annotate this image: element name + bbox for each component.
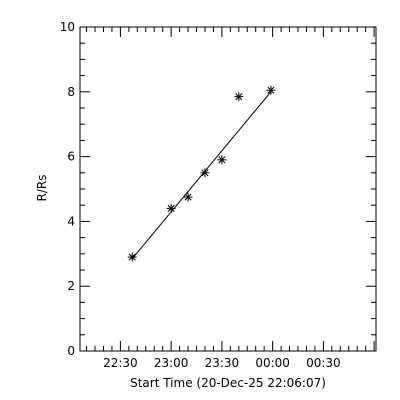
x-tick-label: 22:30 (103, 356, 138, 370)
data-point-asterisk (266, 85, 276, 95)
data-point-asterisk (183, 192, 193, 202)
asterisk-stroke (218, 156, 226, 164)
y-tick-label: 10 (60, 20, 75, 34)
x-tick-label: 00:30 (306, 356, 341, 370)
asterisk-stroke (184, 193, 192, 201)
y-axis-label: R/Rs (35, 175, 49, 202)
x-tick-label: 23:30 (205, 356, 240, 370)
asterisk-stroke (235, 93, 243, 101)
x-tick-label: 00:00 (255, 356, 290, 370)
y-tick-label: 6 (67, 150, 75, 164)
y-tick-label: 2 (67, 279, 75, 293)
y-tick-label: 8 (67, 85, 75, 99)
x-axis-label: Start Time (20-Dec-25 22:06:07) (130, 376, 326, 390)
data-point-asterisk (127, 252, 137, 262)
asterisk-stroke (167, 204, 175, 212)
data-point-asterisk (217, 155, 227, 165)
asterisk-stroke (201, 169, 209, 177)
y-tick-label: 0 (67, 344, 75, 358)
y-tick-label: 4 (67, 214, 75, 228)
asterisk-stroke (128, 253, 136, 261)
y-axis: 0 2 4 6 8 10 (60, 20, 376, 358)
x-tick-label: 23:00 (154, 356, 189, 370)
x-axis: 22:30 23:00 23:30 00:00 00:30 (86, 27, 375, 370)
fit-line (131, 91, 272, 259)
asterisk-stroke (267, 86, 275, 94)
data-point-asterisk (200, 168, 210, 178)
series-layer (127, 85, 276, 262)
data-point-asterisk (234, 92, 244, 102)
